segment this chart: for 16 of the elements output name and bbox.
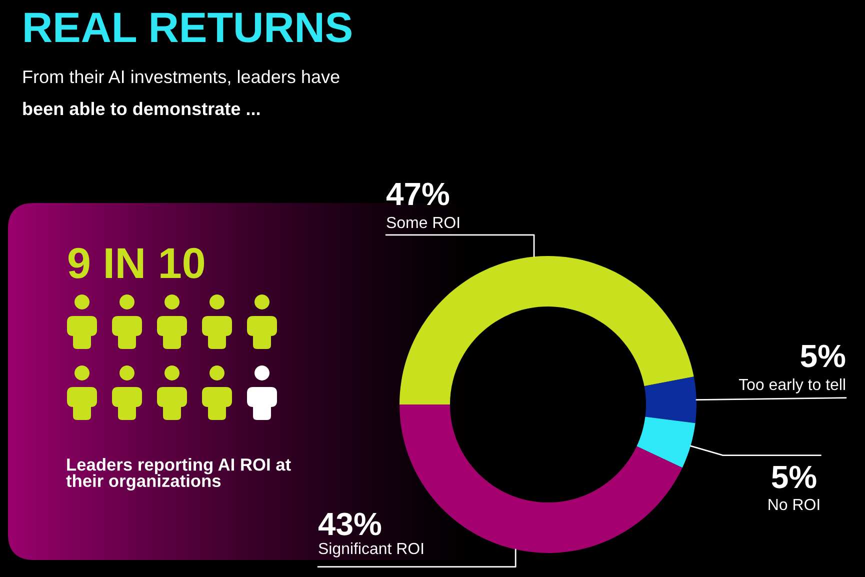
slice-label: Some ROI bbox=[386, 216, 460, 228]
donut-slice bbox=[400, 256, 694, 404]
data-label: 5% bbox=[772, 466, 816, 488]
chart-subtitle: From their AI investments, leaders have been able to demonstrate ... bbox=[23, 70, 340, 116]
text: Leaders reporting AI ROI at their organizations bbox=[66, 458, 291, 491]
data-label: 5% bbox=[800, 344, 846, 368]
slice-label: Significant ROI bbox=[318, 542, 424, 558]
slice-label: No ROI bbox=[768, 498, 820, 510]
data-label: 43% bbox=[318, 512, 382, 536]
data-label: 47% bbox=[386, 182, 450, 206]
chart-title: REAL RETURNS bbox=[24, 12, 352, 42]
donut-slice bbox=[400, 404, 682, 553]
text: 9 IN 10 bbox=[68, 248, 204, 278]
donut-slice bbox=[636, 416, 696, 468]
donut-slice bbox=[644, 376, 696, 424]
slice-label: Too early to tell bbox=[738, 378, 845, 394]
